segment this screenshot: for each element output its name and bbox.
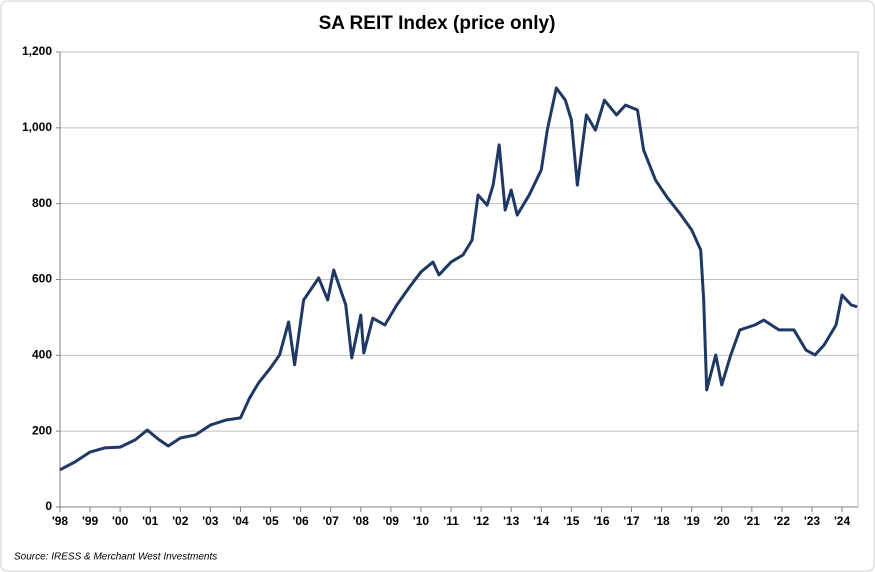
chart-title: SA REIT Index (price only) bbox=[319, 13, 556, 34]
x-tick-label: '04 bbox=[232, 514, 249, 528]
x-tick-label: '01 bbox=[142, 514, 159, 528]
x-tick-label: '98 bbox=[52, 514, 69, 528]
x-tick-label: '20 bbox=[714, 514, 731, 528]
x-tick-label: '14 bbox=[533, 514, 550, 528]
x-tick-label: '08 bbox=[353, 514, 370, 528]
y-tick-label: 600 bbox=[32, 272, 52, 286]
x-tick-label: '15 bbox=[563, 514, 580, 528]
x-tick-label: '03 bbox=[202, 514, 219, 528]
x-tick-label: '11 bbox=[443, 514, 459, 528]
source-note: Source: IRESS & Merchant West Investment… bbox=[14, 552, 217, 563]
x-tick-label: '00 bbox=[112, 514, 129, 528]
x-tick-label: '07 bbox=[323, 514, 340, 528]
x-tick-label: '13 bbox=[503, 514, 520, 528]
x-tick-label: '24 bbox=[834, 514, 851, 528]
x-tick-label: '21 bbox=[744, 514, 761, 528]
x-tick-label: '22 bbox=[774, 514, 791, 528]
x-tick-label: '23 bbox=[804, 514, 821, 528]
y-tick-label: 800 bbox=[32, 196, 52, 210]
x-tick-label: '99 bbox=[82, 514, 99, 528]
y-tick-label: 200 bbox=[32, 423, 52, 437]
x-tick-label: '19 bbox=[684, 514, 701, 528]
x-tick-label: '06 bbox=[293, 514, 310, 528]
x-tick-label: '10 bbox=[413, 514, 430, 528]
x-tick-label: '16 bbox=[593, 514, 610, 528]
x-tick-label: '05 bbox=[262, 514, 279, 528]
x-tick-label: '12 bbox=[473, 514, 490, 528]
x-tick-label: '09 bbox=[383, 514, 400, 528]
y-tick-label: 1,200 bbox=[22, 44, 52, 58]
x-tick-label: '18 bbox=[653, 514, 670, 528]
data-line bbox=[59, 86, 858, 472]
y-tick-label: 1,000 bbox=[22, 120, 52, 134]
x-tick-label: '17 bbox=[623, 514, 640, 528]
x-tick-label: '02 bbox=[172, 514, 189, 528]
y-tick-label: 400 bbox=[32, 348, 52, 362]
y-tick-label: 0 bbox=[45, 499, 52, 513]
